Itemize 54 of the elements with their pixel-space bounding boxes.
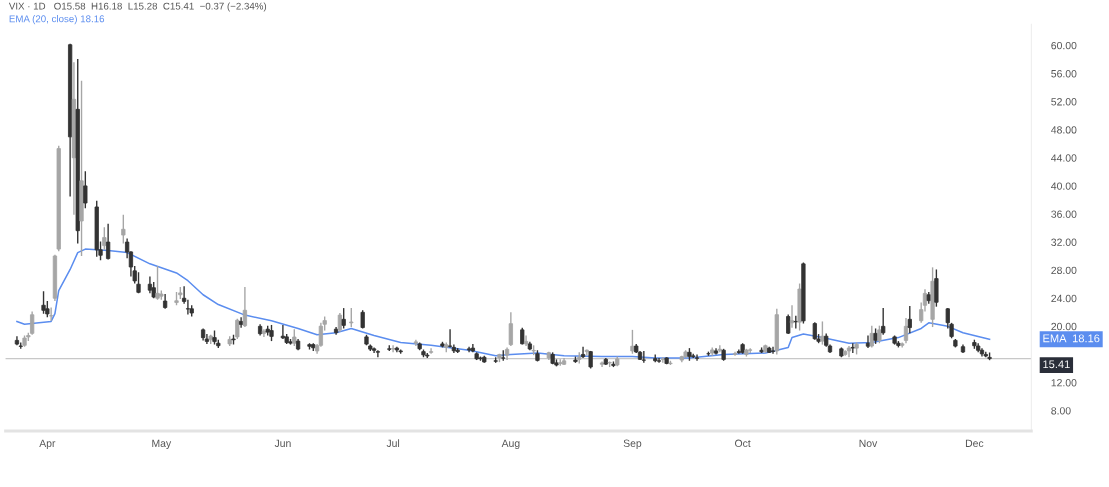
text: EMA (20, close) 18.16: [9, 15, 105, 25]
y-tick-label: 44.00: [1051, 154, 1077, 162]
candlestick: [732, 351, 738, 356]
candlestick: [341, 308, 346, 329]
candlestick: [584, 349, 589, 356]
y-tick-label: 48.00: [1051, 126, 1077, 134]
y-tick-label: 24.00: [1051, 294, 1077, 303]
candlestick: [238, 317, 244, 328]
candlestick: [907, 305, 912, 334]
candlestick: [242, 287, 248, 328]
x-tick-label: Jul: [386, 439, 400, 447]
candlestick: [41, 291, 46, 314]
y-tick-label: 56.00: [1051, 70, 1077, 78]
candlestick: [102, 227, 107, 250]
ref-line-label: 15.41: [1043, 360, 1070, 369]
candlestick: [375, 350, 381, 358]
candlestick: [903, 317, 909, 344]
candlestick: [83, 171, 88, 209]
candlestick: [934, 269, 939, 307]
x-tick-label: Dec: [965, 439, 984, 447]
candlestick: [49, 307, 54, 321]
y-tick-label: 60.00: [1051, 41, 1077, 50]
text: VIX · 1D O15.58 H16.18 L15.28 C15.41 −0.37 (−2.34%): [8, 2, 267, 12]
candlestick: [428, 348, 434, 354]
y-tick-label: 12.00: [1051, 379, 1077, 387]
candlestick: [599, 361, 605, 368]
x-tick-label: May: [152, 439, 172, 450]
text: EMA 18.16: [1043, 334, 1100, 343]
y-tick-label: 36.00: [1051, 210, 1077, 218]
x-tick-label: Aug: [501, 439, 520, 450]
candlestick: [656, 357, 662, 363]
x-tick-label: Oct: [735, 439, 751, 447]
x-tick-label: Apr: [39, 439, 56, 450]
candlestick: [523, 335, 529, 347]
candlestick: [660, 357, 665, 363]
candlestick: [869, 325, 874, 348]
candlestick: [881, 308, 886, 335]
y-tick-label: 28.00: [1051, 266, 1077, 275]
candlestick: [508, 312, 513, 347]
x-tick-label: Nov: [859, 439, 878, 447]
candlestick: [136, 272, 141, 294]
y-tick-label: 32.00: [1051, 238, 1077, 246]
x-tick-label: Jun: [274, 439, 291, 447]
y-tick-label: 52.00: [1051, 98, 1077, 106]
x-tick-label: Sep: [623, 439, 642, 450]
y-tick-label: 40.00: [1051, 182, 1077, 190]
candlestick: [371, 347, 377, 354]
candlestick: [280, 324, 286, 339]
y-tick-label: 20.00: [1051, 322, 1077, 331]
y-tick-label: 8.00: [1051, 407, 1071, 415]
candlestick: [786, 314, 791, 335]
candlestick: [793, 315, 798, 329]
candlestick: [121, 214, 126, 244]
candlestick: [106, 223, 111, 260]
